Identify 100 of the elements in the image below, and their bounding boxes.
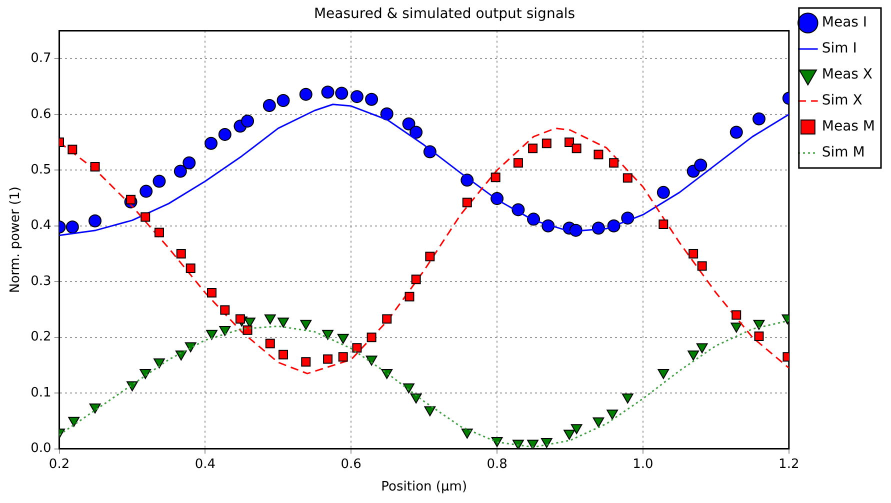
point — [380, 107, 394, 120]
point — [88, 214, 102, 228]
x-tick-label: 1.0 — [632, 456, 654, 472]
point — [491, 436, 503, 447]
point — [425, 252, 435, 262]
point — [278, 350, 288, 360]
point — [656, 186, 670, 199]
point — [572, 144, 582, 154]
point — [241, 114, 254, 128]
point — [264, 314, 276, 324]
point — [350, 90, 364, 104]
y-tick-label: 0.3 — [30, 274, 52, 289]
y-tick-label: 0.6 — [30, 106, 52, 122]
point — [696, 343, 708, 354]
point — [564, 430, 575, 440]
point — [186, 263, 196, 273]
legend-label: Meas X — [822, 66, 873, 83]
point — [403, 383, 414, 394]
x-tick-label: 0.8 — [486, 456, 508, 472]
point — [622, 393, 634, 404]
point — [323, 354, 333, 364]
point — [321, 86, 334, 99]
y-axis-title: Norm. power (1) — [8, 186, 24, 294]
point — [322, 330, 334, 340]
point — [335, 86, 348, 100]
point — [527, 440, 538, 449]
point — [688, 350, 700, 361]
point — [154, 358, 165, 368]
point — [182, 156, 196, 170]
point — [152, 174, 166, 188]
point — [732, 310, 742, 320]
point — [299, 88, 312, 101]
point — [220, 305, 230, 315]
chart-title: Measured & simulated output signals — [314, 6, 576, 22]
point — [592, 417, 604, 428]
point — [540, 438, 552, 448]
point — [542, 138, 552, 148]
point — [89, 404, 101, 414]
point — [218, 128, 232, 141]
point — [490, 172, 500, 182]
point — [512, 440, 524, 449]
point — [90, 162, 100, 172]
point — [528, 144, 538, 154]
point — [410, 393, 422, 404]
point — [300, 320, 312, 330]
point — [606, 410, 618, 420]
y-tick-label: 0.0 — [30, 441, 52, 456]
legend-label: Sim I — [822, 40, 857, 57]
point — [366, 356, 378, 366]
x-tick-label: 0.2 — [48, 456, 70, 472]
point — [242, 325, 252, 335]
point — [594, 150, 604, 160]
point — [402, 117, 416, 130]
point — [352, 343, 362, 353]
point — [365, 92, 378, 106]
point — [206, 330, 218, 340]
point — [366, 332, 376, 342]
point — [276, 94, 290, 107]
point — [219, 326, 231, 336]
point — [752, 112, 766, 126]
point — [174, 164, 187, 178]
point — [688, 248, 698, 258]
point — [609, 158, 619, 168]
point — [207, 288, 217, 298]
point — [730, 126, 743, 139]
point — [622, 173, 632, 183]
point — [140, 368, 152, 379]
point — [301, 357, 311, 367]
point — [754, 331, 764, 341]
point — [154, 228, 164, 238]
point — [176, 248, 186, 258]
point — [404, 292, 414, 302]
legend-label: Sim M — [822, 144, 865, 161]
point — [461, 428, 473, 439]
x-tick-label: 0.4 — [194, 456, 216, 472]
y-tick-label: 0.1 — [30, 385, 52, 400]
point — [235, 314, 245, 324]
point — [140, 184, 153, 198]
point — [694, 158, 708, 172]
point — [411, 274, 421, 284]
point — [68, 144, 78, 154]
point — [730, 322, 742, 333]
point — [204, 136, 218, 150]
point — [338, 352, 348, 362]
point — [564, 138, 574, 148]
point — [424, 406, 436, 416]
y-tick-label: 0.7 — [30, 51, 52, 66]
y-tick-label: 0.5 — [30, 162, 52, 178]
legend-label: Meas I — [822, 14, 868, 31]
point — [410, 126, 423, 139]
point — [382, 314, 392, 324]
point — [265, 338, 275, 348]
x-tick-label: 1.2 — [778, 456, 800, 472]
point — [697, 261, 707, 271]
legend-label: Sim X — [822, 92, 863, 109]
x-axis-title: Position (μm) — [381, 480, 468, 495]
point — [462, 198, 472, 208]
point — [337, 334, 349, 344]
point — [66, 220, 79, 234]
point — [753, 320, 765, 330]
